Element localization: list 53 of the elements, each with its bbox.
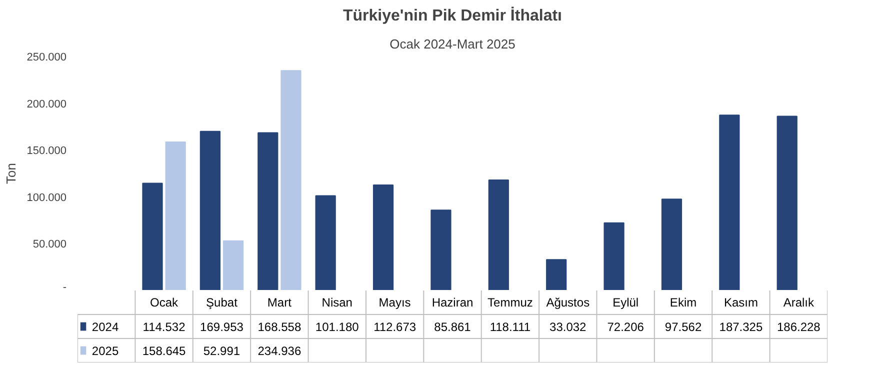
- data-label: 33.032: [550, 320, 587, 334]
- bar: [258, 132, 278, 290]
- bar: [719, 114, 740, 290]
- data-label: 85.861: [434, 320, 472, 334]
- bar: [280, 70, 302, 290]
- x-tick-label: Temmuz: [488, 296, 533, 310]
- bar: [488, 179, 509, 290]
- bar: [222, 240, 244, 290]
- x-tick-label: Aralık: [783, 296, 815, 310]
- y-tick-label: -: [62, 282, 67, 294]
- bar: [776, 116, 798, 290]
- bar: [165, 142, 186, 290]
- bar: [315, 195, 336, 290]
- data-label: 97.562: [664, 320, 702, 334]
- data-label: 168.558: [258, 320, 302, 334]
- x-tick-label: Haziran: [432, 296, 474, 310]
- data-label: 186.228: [776, 320, 821, 334]
- bar: [430, 210, 452, 290]
- data-label: 187.325: [719, 320, 763, 334]
- x-tick-label: Mart: [267, 296, 292, 310]
- data-label: 234.936: [258, 344, 302, 358]
- x-tick-label: Ocak: [150, 296, 180, 310]
- x-tick-label: Kasım: [724, 296, 758, 310]
- y-tick-label: 150.000: [26, 145, 67, 158]
- y-tick-label: 50.000: [32, 238, 67, 251]
- chart-subtitle: Ocak 2024-Mart 2025: [390, 36, 516, 52]
- x-tick-label: Ekim: [670, 296, 697, 310]
- x-tick-label: Şubat: [206, 296, 238, 310]
- data-label: 114.532: [142, 320, 186, 334]
- y-axis-title: Ton: [4, 163, 19, 184]
- bar: [142, 182, 163, 290]
- legend-label: 2025: [92, 344, 119, 358]
- x-tick-label: Mayıs: [378, 296, 411, 310]
- bar: [604, 222, 624, 290]
- x-tick-label: Ağustos: [546, 296, 590, 310]
- data-label: 158.645: [142, 344, 186, 358]
- bar: [200, 130, 220, 290]
- x-tick-label: Nisan: [322, 296, 352, 310]
- y-tick-label: 100.000: [26, 192, 67, 204]
- bar: [372, 184, 394, 290]
- chart-title: Türkiye'nin Pik Demir İthalatı: [343, 6, 562, 24]
- y-tick-label: 250.000: [26, 52, 67, 64]
- data-label: 118.111: [490, 320, 531, 334]
- legend-label: 2024: [92, 320, 119, 334]
- bar: [546, 259, 567, 290]
- data-label: 72.206: [607, 320, 644, 334]
- y-tick-label: 200.000: [26, 98, 67, 110]
- data-label: 52.991: [203, 344, 240, 358]
- bar: [661, 198, 682, 290]
- data-label: 169.953: [200, 320, 244, 334]
- x-tick-label: Eylül: [612, 296, 639, 310]
- data-label: 101.180: [315, 320, 360, 334]
- data-label: 112.673: [374, 320, 416, 334]
